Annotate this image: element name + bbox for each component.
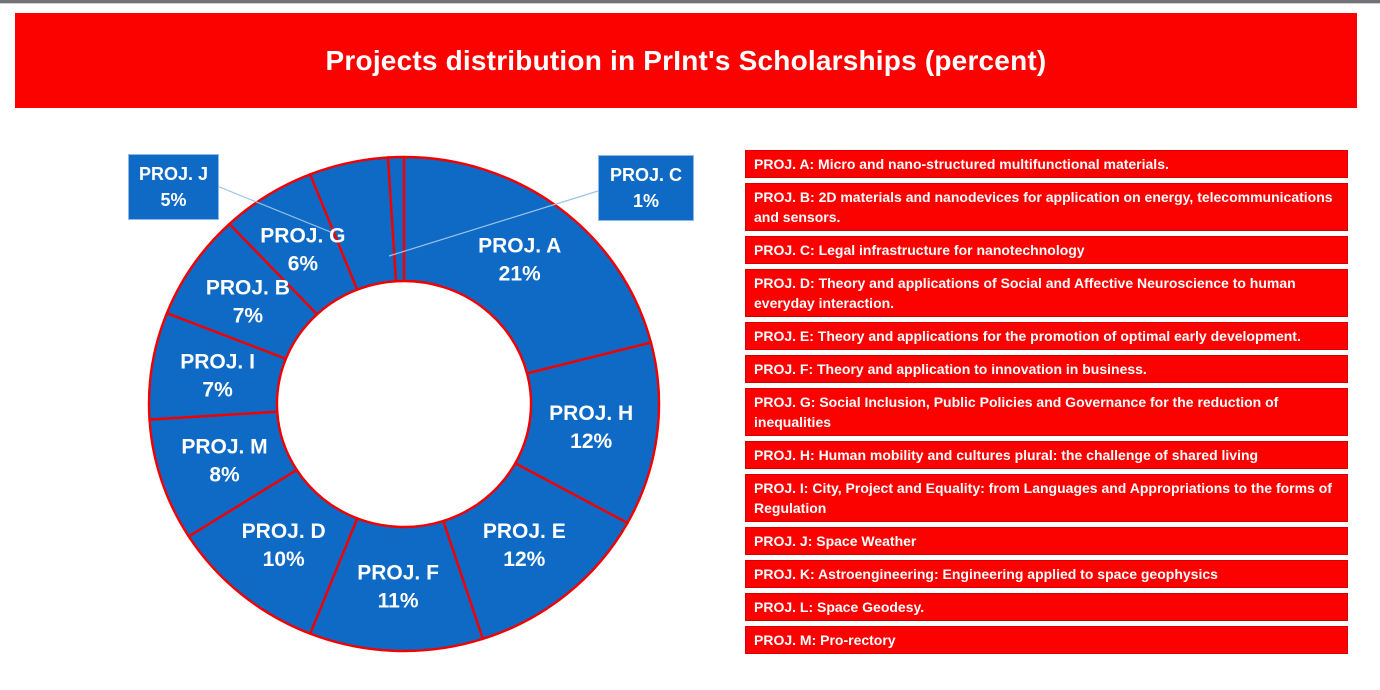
donut-plot: PROJ. A 21% PROJ. H 12% PROJ. E 12% PROJ. F 11%… [147,155,661,653]
segment-label: PROJ. D 10% [242,520,326,571]
legend-row-e: PROJ. E: Theory and applications for the… [745,322,1348,350]
legend-row-i: PROJ. I: City, Project and Equality: fro… [745,474,1348,522]
chart-title-banner: Projects distribution in PrInt's Scholar… [15,13,1357,108]
segment-label: PROJ. A 21% [478,235,561,286]
legend-row-l: PROJ. L: Space Geodesy. [745,593,1348,621]
legend-panel: PROJ. A: Micro and nano-structured multi… [745,150,1348,654]
segment-label: PROJ. M 8% [181,436,267,487]
legend-row-a: PROJ. A: Micro and nano-structured multi… [745,150,1348,178]
callout-proj--j: PROJ. J 5% [128,154,219,220]
callout-label: PROJ. C [609,165,683,185]
legend-row-m: PROJ. M: Pro-rectory [745,626,1348,654]
chart-title: Projects distribution in PrInt's Scholar… [325,44,1047,76]
callout-value: 5% [160,190,187,210]
legend-row-d: PROJ. D: Theory and applications of Soci… [745,269,1348,317]
callout-label: PROJ. J [138,164,209,184]
callout-proj--c: PROJ. C 1% [598,155,694,221]
legend-row-h: PROJ. H: Human mobility and cultures plu… [745,441,1348,469]
segment-label: PROJ. G 6% [260,225,345,276]
legend-row-c: PROJ. C: Legal infrastructure for nanote… [745,236,1348,264]
callout-value: 1% [632,191,659,211]
segment-label: PROJ. H 12% [549,402,633,453]
segment-label: PROJ. I 7% [180,350,255,401]
window-top-edge [0,0,1380,4]
donut-chart: PROJ. A 21% PROJ. H 12% PROJ. E 12% PROJ. F 11%… [0,110,740,690]
donut-segment-c [386,155,406,283]
segment-label: PROJ. E 12% [483,520,566,571]
segment-label: PROJ. F 11% [357,562,439,613]
segment-label: PROJ. B 7% [206,276,290,327]
callout-leader-line [216,185,334,234]
legend-row-k: PROJ. K: Astroengineering: Engineering a… [745,560,1348,588]
legend-row-j: PROJ. J: Space Weather [745,527,1348,555]
legend-row-g: PROJ. G: Social Inclusion, Public Polici… [745,388,1348,436]
callout-leader-line [388,190,599,257]
legend-row-f: PROJ. F: Theory and application to innov… [745,355,1348,383]
legend-row-b: PROJ. B: 2D materials and nanodevices fo… [745,183,1348,231]
donut-segment-a [402,155,653,375]
